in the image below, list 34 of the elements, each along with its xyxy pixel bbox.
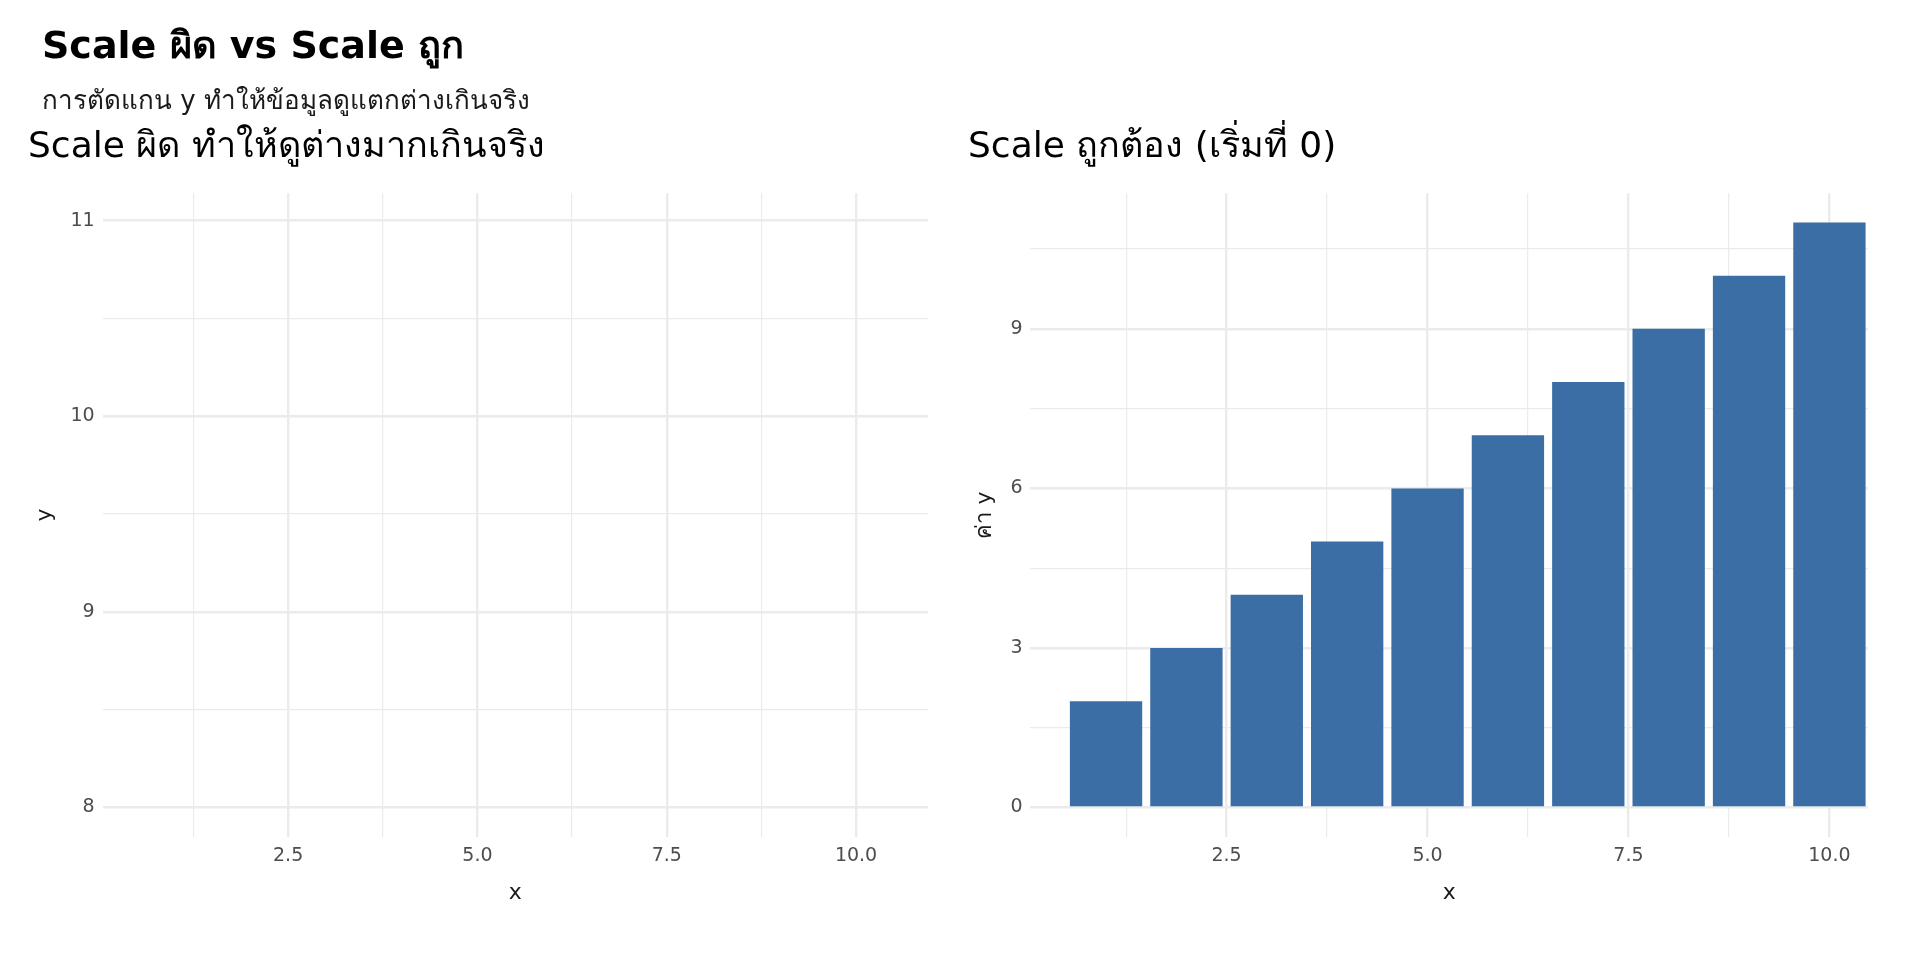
bar [1391,488,1464,807]
y-tick-label: 9 [1010,315,1023,338]
text: Scale ผิด vs Scale ถูก [42,22,465,71]
x-axis-title: x [1442,878,1456,904]
bar [1069,701,1143,807]
chart-title: Scale ถูกต้อง (เริ่มที่ 0) [968,119,1337,167]
text: การตัดแกน y ทำให้ข้อมูลดูแตกต่างเกินจริง [42,84,531,118]
y-tick-label: 0 [1010,794,1023,817]
x-tick-label: 2.5 [273,843,304,866]
bar [1632,328,1705,807]
bar [1712,275,1786,807]
x-tick-label: 2.5 [1211,843,1242,866]
x-tick-label: 7.5 [1613,843,1644,866]
chart-title: Scale ผิด ทำให้ดูต่างมากเกินจริง [28,123,545,167]
bar [1793,222,1866,807]
y-axis-title: y [30,508,56,522]
x-tick-label: 10.0 [834,843,878,866]
y-tick-label: 3 [1010,634,1023,657]
y-tick-label: 6 [1010,475,1023,498]
bar [1471,435,1545,807]
x-tick-label: 5.0 [1412,843,1443,866]
x-axis-title: x [508,878,522,904]
x-tick-label: 7.5 [651,843,682,866]
y-tick-label: 9 [82,598,95,621]
bar [1311,541,1384,807]
x-tick-label: 10.0 [1808,843,1851,866]
y-tick-label: 10 [70,403,95,426]
x-tick-label: 5.0 [462,843,493,866]
bar [1150,647,1223,807]
y-tick-label: 11 [70,207,95,230]
bar [1230,594,1303,807]
bar [1552,382,1625,807]
y-tick-label: 8 [82,794,95,817]
y-axis-title: ค่า y [970,491,996,539]
